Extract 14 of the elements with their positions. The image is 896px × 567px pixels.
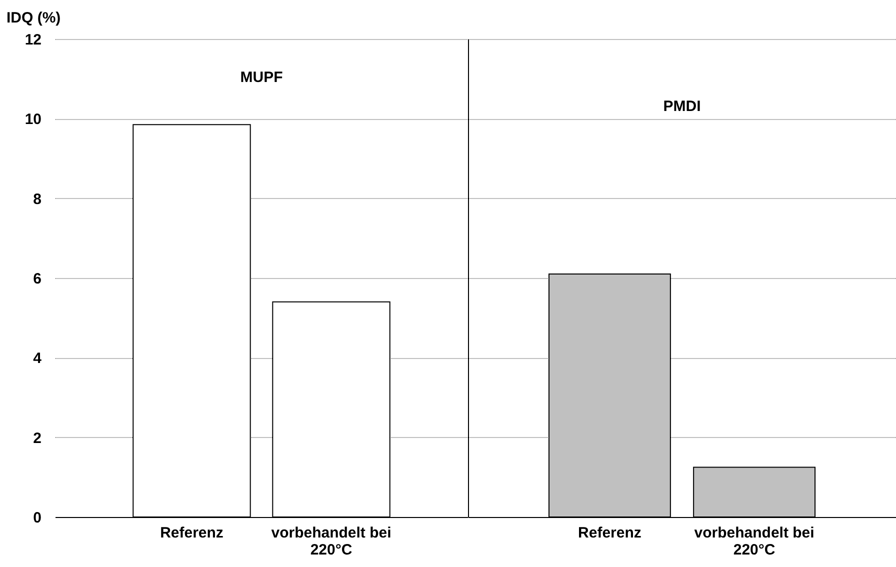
- x-tick-label: Referenz: [578, 524, 642, 542]
- y-tick-label: 0: [33, 510, 42, 526]
- text: MUPF: [240, 69, 283, 86]
- y-tick-label: 4: [33, 350, 42, 368]
- y-tick-label: 8: [33, 190, 42, 208]
- y-tick-label: 2: [33, 430, 42, 447]
- y-tick-label: 10: [24, 111, 42, 128]
- y-tick-label: 6: [33, 270, 42, 288]
- y-axis-title: IDQ (%): [6, 10, 61, 26]
- y-tick-label: 12: [24, 32, 42, 48]
- x-tick-label: vorbehandelt bei 220°C: [271, 524, 392, 558]
- x-tick-label: vorbehandelt bei 220°C: [694, 524, 814, 558]
- x-tick-label: Referenz: [160, 524, 224, 542]
- text: PMDI: [663, 98, 701, 115]
